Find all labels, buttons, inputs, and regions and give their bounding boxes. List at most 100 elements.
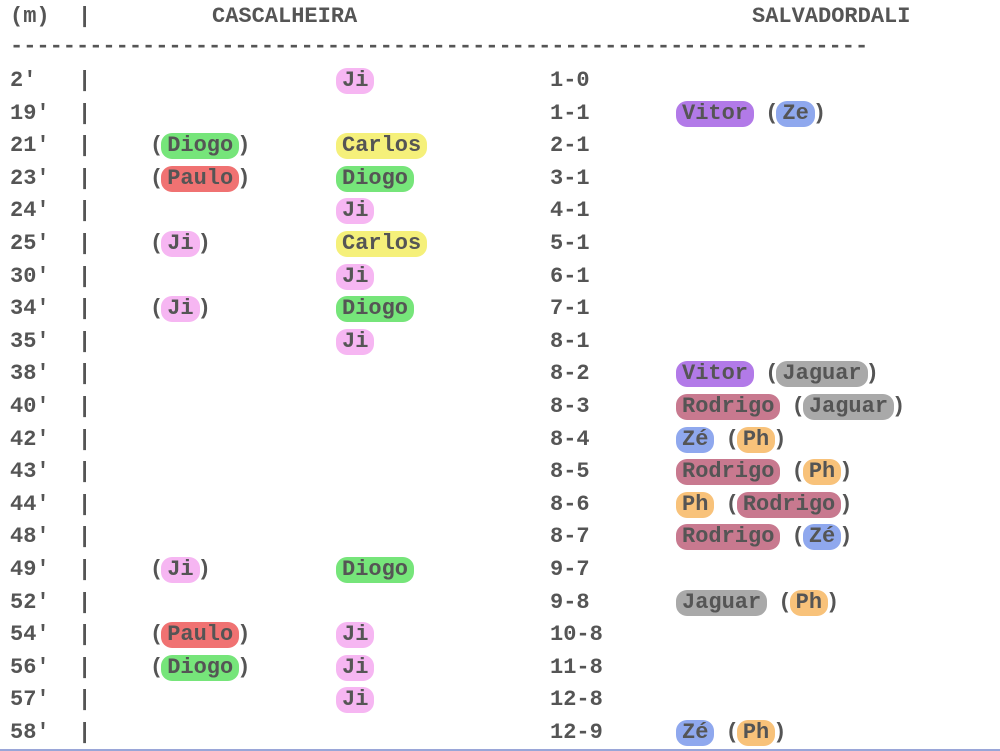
- row-divider: |: [78, 100, 92, 126]
- away-goal: Zé (Ph): [676, 717, 786, 749]
- row-divider: |: [78, 394, 92, 419]
- away-assist-player: Jaguar: [802, 394, 895, 420]
- away-scorer-player: Zé: [676, 720, 715, 746]
- home-scorer-player: Ji: [336, 198, 375, 225]
- home-assist-player: Ji: [161, 296, 200, 323]
- home-team-name: CASCALHEIRA: [212, 4, 358, 29]
- row-divider: |: [78, 328, 92, 354]
- away-assist-player: Rodrigo: [736, 491, 842, 518]
- home-assist-player: Paulo: [161, 622, 240, 649]
- home-scorer: Diogo: [336, 293, 415, 325]
- home-assist: (Diogo): [150, 652, 250, 684]
- row-divider: |: [78, 426, 92, 452]
- goal-row: 58' | 12-9 Zé (Ph): [0, 717, 1000, 749]
- minute: 43': [10, 459, 50, 485]
- goal-row: 42' | 8-4 Zé (Ph): [0, 424, 1000, 456]
- minute: 44': [10, 491, 50, 517]
- goal-row: 19' | 1-1 Vitor (Ze): [0, 98, 1000, 130]
- away-assist-player: Jaguar: [776, 361, 868, 388]
- home-assist: (Ji): [150, 228, 211, 260]
- paren-open: (: [778, 394, 805, 419]
- home-scorer: Carlos: [336, 228, 428, 260]
- paren-open: (: [752, 361, 779, 387]
- home-scorer-player: Diogo: [336, 165, 415, 192]
- paren-open: (: [150, 654, 164, 680]
- paren-close: ): [892, 394, 906, 419]
- goal-row: 21' | 2-1 (Diogo) Carlos: [0, 130, 1000, 162]
- away-goal: Ph (Rodrigo): [676, 489, 852, 521]
- paren-open: (: [150, 231, 164, 256]
- goal-row: 56' | 11-8 (Diogo) Ji: [0, 652, 1000, 684]
- score: 8-2: [550, 361, 590, 387]
- paren-open: (: [150, 622, 164, 648]
- home-scorer: Diogo: [336, 163, 415, 195]
- home-assist-player: Diogo: [161, 133, 240, 160]
- row-divider: |: [78, 687, 92, 713]
- row-divider: |: [78, 165, 92, 191]
- away-team-name: SALVADORDALI: [752, 4, 911, 29]
- home-assist: (Paulo): [150, 163, 250, 195]
- row-divider: |: [78, 198, 92, 224]
- row-divider: |: [78, 263, 92, 289]
- minute: 57': [10, 687, 50, 713]
- away-assist-player: Ph: [736, 720, 776, 746]
- minute: 23': [10, 165, 50, 191]
- score: 1-0: [550, 68, 590, 93]
- away-assist-player: Ph: [789, 589, 829, 616]
- paren-close: ): [865, 361, 879, 387]
- goal-row: 54' | 10-8 (Paulo) Ji: [0, 619, 1000, 651]
- score: 5-1: [550, 231, 590, 256]
- score: 2-1: [550, 133, 590, 159]
- paren-close: ): [839, 524, 853, 550]
- paren-open: (: [712, 491, 739, 517]
- home-assist: (Diogo): [150, 130, 250, 162]
- row-divider: |: [78, 361, 92, 387]
- score: 6-1: [550, 263, 590, 289]
- paren-close: ): [826, 589, 840, 615]
- score: 8-1: [550, 328, 590, 354]
- away-scorer-player: Rodrigo: [676, 394, 781, 420]
- home-scorer-player: Ji: [336, 263, 375, 290]
- home-scorer: Ji: [336, 652, 375, 684]
- away-scorer-player: Vitor: [676, 361, 755, 388]
- minute: 56': [10, 654, 50, 680]
- header-divider: |: [78, 4, 92, 29]
- minute: 48': [10, 524, 50, 550]
- goal-row: 38' | 8-2 Vitor (Jaguar): [0, 358, 1000, 390]
- home-scorer: Ji: [336, 619, 375, 651]
- minute: 54': [10, 622, 50, 648]
- home-assist-player: Diogo: [161, 654, 240, 681]
- score: 7-1: [550, 296, 590, 322]
- goal-row: 25' | 5-1 (Ji) Carlos: [0, 228, 1000, 260]
- paren-open: (: [752, 100, 779, 126]
- bottom-border: [0, 749, 1000, 751]
- score: 3-1: [550, 165, 590, 191]
- home-assist-player: Ji: [161, 231, 200, 257]
- minute: 40': [10, 394, 50, 419]
- home-scorer-player: Carlos: [336, 231, 428, 257]
- home-scorer-player: Ji: [336, 68, 375, 94]
- home-scorer-player: Diogo: [336, 557, 415, 583]
- minute-column-header: (m): [10, 4, 50, 29]
- row-divider: |: [78, 589, 92, 615]
- paren-close: ): [197, 557, 211, 582]
- home-scorer: Carlos: [336, 130, 428, 162]
- goal-row: 23' | 3-1 (Paulo) Diogo: [0, 163, 1000, 195]
- away-goal: Rodrigo (Zé): [676, 521, 853, 553]
- home-scorer: Ji: [336, 261, 375, 293]
- home-assist-player: Ji: [161, 557, 200, 583]
- goal-row: 24' | 4-1 Ji: [0, 195, 1000, 227]
- score: 1-1: [550, 100, 590, 126]
- paren-close: ): [237, 622, 251, 648]
- score: 8-4: [550, 426, 590, 452]
- home-scorer: Ji: [336, 195, 375, 227]
- goal-row: 44' | 8-6 Ph (Rodrigo): [0, 489, 1000, 521]
- score: 8-3: [550, 394, 590, 419]
- paren-close: ): [237, 133, 251, 159]
- minute: 42': [10, 426, 50, 452]
- away-scorer-player: Vitor: [676, 100, 755, 127]
- paren-open: (: [150, 165, 164, 191]
- minute: 24': [10, 198, 50, 224]
- score: 8-7: [550, 524, 590, 550]
- minute: 2': [10, 68, 37, 93]
